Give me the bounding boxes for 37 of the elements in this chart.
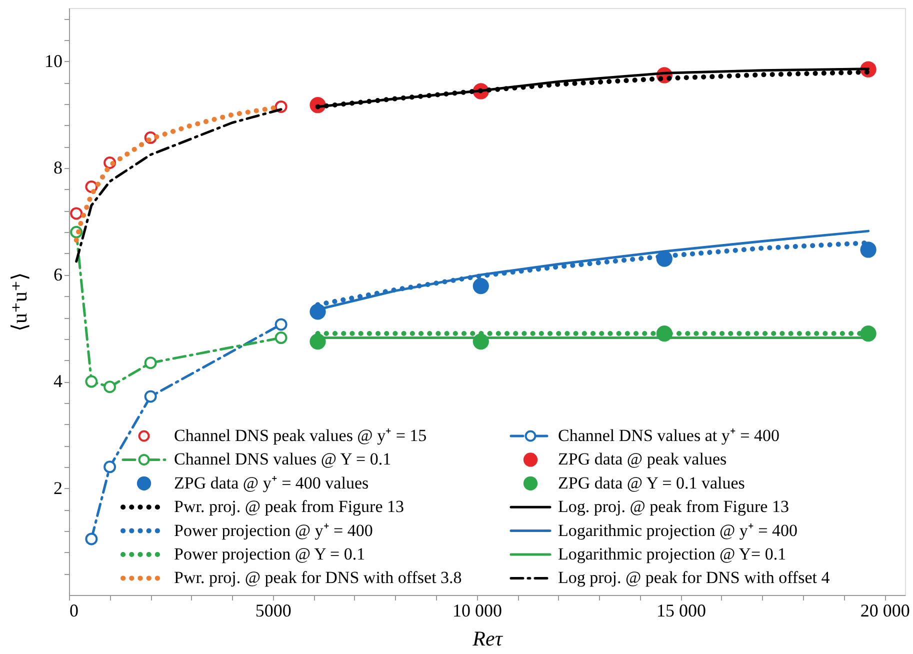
legend-label: Power projection @ Y = 0.1 — [174, 544, 366, 564]
point — [85, 375, 98, 388]
point — [104, 460, 116, 474]
y-tick-label: 8 — [54, 158, 62, 178]
legend-label: Logarithmic projection @ Y= 0.1 — [558, 544, 786, 564]
legend-label: ZPG data @ y⁺ = 400 values — [174, 473, 369, 492]
point — [274, 318, 288, 331]
legend-label: Power projection @ y⁺ = 400 — [174, 520, 373, 540]
x-tick-label: 5000 — [255, 600, 292, 620]
y-tick-label: 6 — [54, 264, 62, 284]
legend-label: ZPG data @ Y = 0.1 values — [558, 473, 745, 492]
legend-label: Channel DNS values at y⁺ = 400 — [558, 426, 780, 445]
point — [274, 332, 288, 344]
point — [104, 380, 116, 394]
point — [472, 278, 489, 294]
legend-label: Pwr. proj. @ peak for DNS with offset 3.8 — [174, 568, 462, 588]
legend-label: Log proj. @ peak for DNS with offset 4 — [558, 568, 830, 588]
point — [85, 532, 98, 546]
point — [70, 207, 83, 220]
y-tick-label: 4 — [54, 371, 62, 392]
x-axis-title: Reτ — [472, 626, 504, 650]
x-tick-label: 0 — [70, 600, 78, 620]
point — [144, 390, 157, 403]
x-tick-label: 10 000 — [452, 600, 502, 620]
legend-label: ZPG data @ peak values — [558, 450, 727, 469]
x-tick-label: 20 000 — [860, 600, 910, 620]
point — [860, 242, 876, 258]
y-tick-label: 10 — [44, 50, 62, 71]
legend-label: Pwr. proj. @ peak from Figure 13 — [174, 497, 404, 516]
y-axis-title: ⟨u⁺u⁺⟩ — [8, 272, 32, 332]
legend-label: Logarithmic projection @ y⁺ = 400 — [558, 520, 798, 540]
point — [144, 356, 157, 370]
y-tick-label: 2 — [54, 478, 62, 498]
x-tick-label: 15 000 — [656, 600, 706, 620]
legend-label: Log. proj. @ peak from Figure 13 — [558, 497, 789, 516]
legend-label: Channel DNS values @ Y = 0.1 — [174, 450, 392, 469]
legend-label: Channel DNS peak values @ y⁺ = 15 — [174, 426, 427, 445]
